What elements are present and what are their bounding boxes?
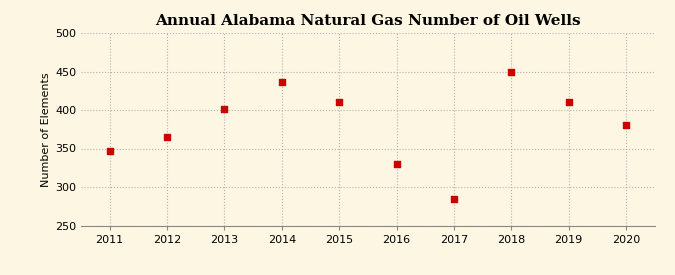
Point <box>277 79 288 84</box>
Point <box>506 69 517 74</box>
Point <box>448 196 459 201</box>
Point <box>392 162 402 166</box>
Point <box>621 122 632 127</box>
Point <box>333 100 344 104</box>
Y-axis label: Number of Elements: Number of Elements <box>41 72 51 186</box>
Title: Annual Alabama Natural Gas Number of Oil Wells: Annual Alabama Natural Gas Number of Oil… <box>155 14 580 28</box>
Point <box>104 148 115 153</box>
Point <box>563 100 574 104</box>
Point <box>162 135 173 139</box>
Point <box>219 107 230 111</box>
